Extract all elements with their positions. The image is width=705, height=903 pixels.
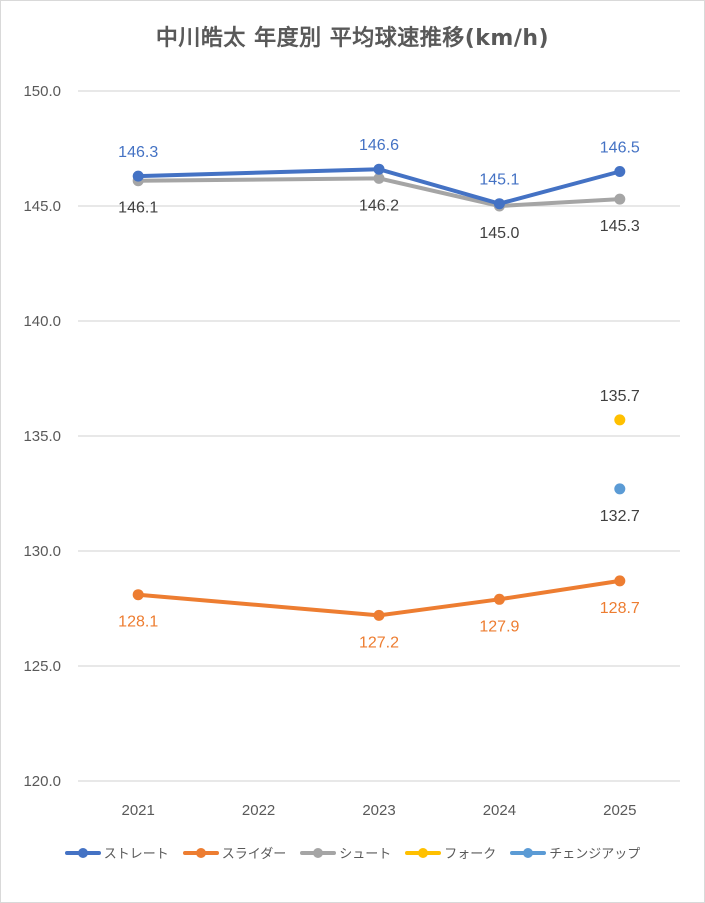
y-tick-label: 145.0 [23,198,61,215]
legend-marker-icon [405,847,442,859]
y-tick-label: 135.0 [23,428,61,445]
x-tick-label: 2024 [483,802,516,819]
legend-item: スライダー [182,843,287,862]
data-point [132,170,144,182]
y-tick-label: 150.0 [23,83,61,100]
data-label: 145.3 [600,218,640,235]
data-point [373,172,385,184]
legend-item: シュート [300,843,391,862]
data-label: 146.1 [118,200,158,217]
legend-item: フォーク [405,843,496,862]
x-tick-label: 2023 [362,802,395,819]
y-tick-label: 130.0 [23,543,61,560]
y-tick-label: 140.0 [23,313,61,330]
legend-label: スライダー [221,847,287,862]
data-point [614,193,626,205]
data-label: 145.0 [479,225,519,242]
data-label: 146.5 [600,140,640,157]
legend-item: チェンジアップ [510,843,640,862]
data-point [132,589,144,601]
data-point [493,593,505,605]
legend-marker-icon [64,847,101,859]
legend-label: フォーク [444,847,497,862]
legend-marker-icon [510,847,547,859]
legend-label: ストレート [103,847,169,862]
chart-legend: ストレート スライダー シュート フォーク チェンジアップ [0,843,705,862]
data-label: 132.7 [600,508,640,525]
data-point [373,609,385,621]
data-label: 128.7 [600,600,640,617]
series-line [136,176,622,208]
legend-marker-icon [182,847,219,859]
series-line [136,167,622,206]
data-label: 127.2 [359,634,399,651]
legend-label: シュート [339,847,392,862]
data-point [373,163,385,175]
series-line [136,578,622,618]
data-label: 128.1 [118,614,158,631]
data-point [614,575,626,587]
y-tick-label: 120.0 [23,773,61,790]
legend-marker-icon [300,847,337,859]
data-label: 127.9 [479,618,519,635]
legend-item: ストレート [64,843,169,862]
data-label: 146.3 [118,144,158,161]
data-point [614,414,626,426]
x-tick-label: 2021 [122,802,155,819]
legend-label: チェンジアップ [549,847,641,862]
x-tick-label: 2022 [242,802,275,819]
y-tick-label: 125.0 [23,658,61,675]
data-point [614,166,626,177]
data-label: 146.6 [359,137,399,154]
data-label: 135.7 [600,388,640,405]
data-point [614,483,626,495]
data-label: 145.1 [479,172,519,189]
chart-title: 中川皓太 年度別 平均球速推移(km/h) [155,26,550,51]
x-tick-label: 2025 [603,802,636,819]
data-point [493,198,505,210]
data-label: 146.2 [359,197,399,214]
